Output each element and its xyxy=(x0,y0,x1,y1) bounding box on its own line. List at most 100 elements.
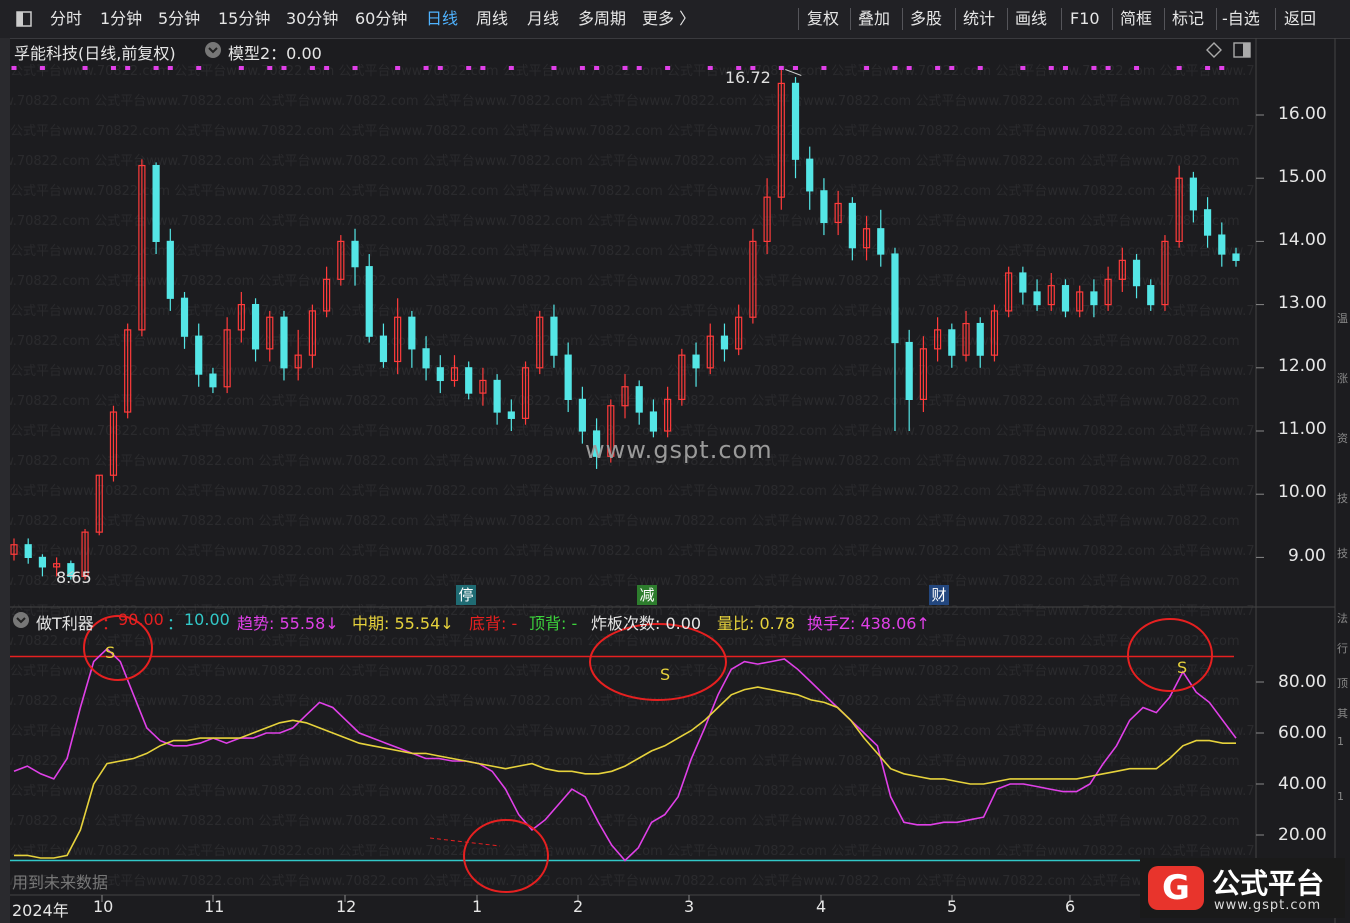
indicator-toggle-icon[interactable] xyxy=(12,611,30,633)
candle-body xyxy=(1061,285,1070,312)
period-15min[interactable]: 15分钟 xyxy=(218,9,271,28)
candle-body xyxy=(294,354,302,369)
remove-watchlist-button[interactable]: -自选 xyxy=(1222,9,1260,28)
candle-body xyxy=(962,322,970,356)
candle-body xyxy=(379,335,388,363)
signal-dot xyxy=(238,66,244,70)
candle-body xyxy=(1175,177,1183,242)
toolbar-divider xyxy=(1112,8,1113,30)
candle-body xyxy=(152,164,160,242)
signal-dot xyxy=(1176,66,1182,70)
candle-body xyxy=(891,253,899,344)
signal-dot xyxy=(508,66,514,70)
period-30min[interactable]: 30分钟 xyxy=(286,9,339,28)
candle-body xyxy=(465,367,473,394)
candle-body xyxy=(664,398,672,432)
signal-dot xyxy=(892,66,898,70)
time-label: 2024年 xyxy=(12,901,69,920)
mark-button[interactable]: 标记 xyxy=(1172,9,1205,28)
highlight-circle xyxy=(1127,618,1213,692)
candle-body xyxy=(138,164,146,331)
model-toggle-icon[interactable] xyxy=(204,41,222,63)
signal-dot xyxy=(1091,66,1097,70)
candle-body xyxy=(607,405,615,457)
back-button[interactable]: 返回 xyxy=(1284,9,1317,28)
simple-frame-button[interactable]: 简框 xyxy=(1120,9,1153,28)
chevron-down-icon xyxy=(205,42,221,58)
period-more[interactable]: 更多 〉 xyxy=(642,9,696,28)
signal-dot xyxy=(437,66,443,70)
candle-body xyxy=(38,556,47,568)
divergence-line xyxy=(429,837,501,847)
candle-body xyxy=(1033,291,1041,306)
multi-stock-button[interactable]: 多股 xyxy=(910,9,943,28)
period-monthly[interactable]: 月线 xyxy=(527,9,560,28)
right-strip-char: 涨 xyxy=(1337,372,1348,385)
candle-body xyxy=(266,316,274,350)
candle-body xyxy=(1104,278,1112,306)
indicator-name: 做T利器 xyxy=(36,614,94,633)
candle-body xyxy=(635,386,643,413)
diamond-icon[interactable] xyxy=(1206,42,1222,62)
indicator-colon: ： xyxy=(167,614,184,633)
time-label: 11 xyxy=(204,897,225,916)
signal-dot xyxy=(977,66,983,70)
chevron-down-icon xyxy=(13,612,29,628)
period-60min[interactable]: 60分钟 xyxy=(355,9,408,28)
candle-body xyxy=(834,202,842,224)
period-1min[interactable]: 1分钟 xyxy=(100,9,143,28)
toolbar-divider xyxy=(1275,8,1276,30)
stats-button[interactable]: 统计 xyxy=(963,9,996,28)
signal-dot xyxy=(196,66,202,70)
toolbar-divider xyxy=(798,8,799,30)
indicator-axis-label: 60.00 xyxy=(1278,723,1327,743)
candle-body xyxy=(1161,240,1169,306)
indicator-trend: 趋势: 55.58↓ xyxy=(237,614,339,633)
period-multi[interactable]: 多周期 xyxy=(578,9,627,28)
candle-body xyxy=(990,310,999,356)
cai-badge[interactable]: 财 xyxy=(929,585,949,605)
period-fenshi[interactable]: 分时 xyxy=(50,9,83,28)
period-5min[interactable]: 5分钟 xyxy=(158,9,201,28)
indicator-top: 顶背: - xyxy=(529,614,578,633)
candle-body xyxy=(820,190,828,224)
panel-toggle-icon[interactable] xyxy=(1233,42,1251,62)
toolbar-divider xyxy=(1164,8,1165,30)
chart-title: 孚能科技(日线,前复权) xyxy=(14,44,176,63)
indicator-bottom: 底背: - xyxy=(469,614,518,633)
ting-badge[interactable]: 停 xyxy=(456,585,476,605)
window-icon[interactable] xyxy=(14,0,36,38)
fuquan-button[interactable]: 复权 xyxy=(807,9,840,28)
draw-button[interactable]: 画线 xyxy=(1015,9,1048,28)
indicator-v1: 90.00 xyxy=(118,610,164,629)
time-label: 3 xyxy=(684,897,695,916)
candle-body xyxy=(351,240,359,268)
high-price-label: 16.72 xyxy=(725,68,771,87)
candle-body xyxy=(479,379,487,394)
candle-body xyxy=(536,316,544,369)
signal-dot xyxy=(793,66,799,70)
candle-body xyxy=(678,354,686,401)
candle-body xyxy=(1076,291,1084,312)
candle-body xyxy=(1132,259,1141,287)
period-daily[interactable]: 日线 xyxy=(426,9,459,28)
mid-line xyxy=(14,686,1236,859)
candle-body xyxy=(692,354,700,369)
overlay-button[interactable]: 叠加 xyxy=(858,9,891,28)
high-arrow xyxy=(785,69,802,76)
signal-dot xyxy=(39,66,45,70)
right-strip-char: 温 xyxy=(1337,312,1348,325)
sell-signal-label: S xyxy=(1177,658,1188,677)
indicator-v2: 10.00 xyxy=(184,610,230,629)
f10-button[interactable]: F10 xyxy=(1070,9,1100,28)
indicator-zha: 炸板次数: 0.00 xyxy=(591,614,702,633)
jian-badge[interactable]: 减 xyxy=(637,585,657,605)
highlight-circle xyxy=(589,623,727,701)
indicator-axis-label: 20.00 xyxy=(1278,825,1327,845)
watermark-text: www.gspt.com xyxy=(585,436,773,464)
diamond-icon-svg xyxy=(1206,42,1222,58)
period-weekly[interactable]: 周线 xyxy=(476,9,509,28)
signal-dot xyxy=(167,66,173,70)
price-label: 12.00 xyxy=(1278,356,1327,376)
